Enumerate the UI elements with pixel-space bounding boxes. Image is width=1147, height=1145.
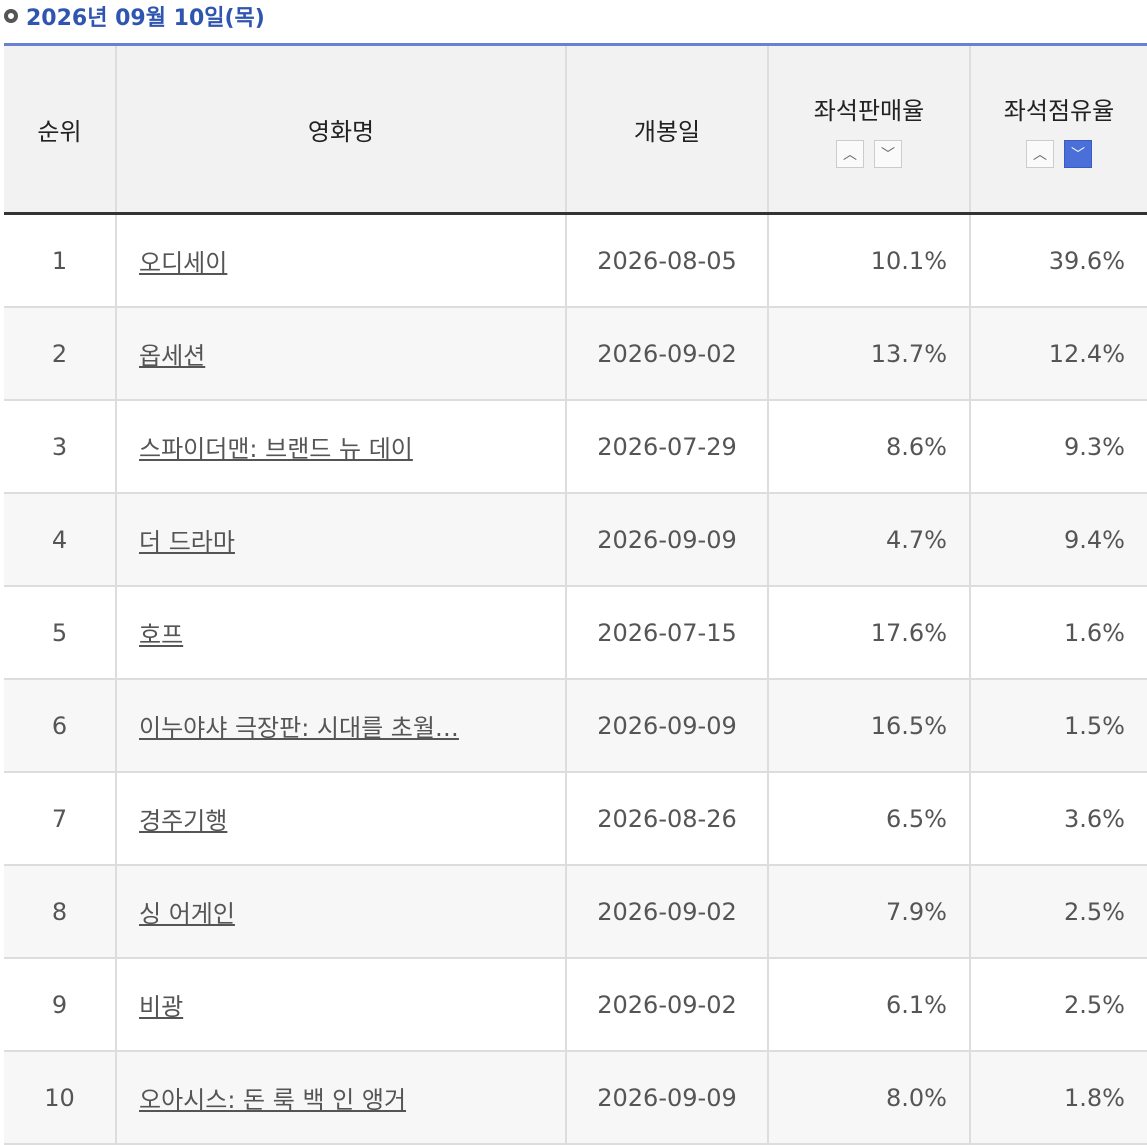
sort-buttons: ︿ ﹀: [972, 139, 1146, 168]
column-header: 좌석점유율 ︿ ﹀: [969, 44, 1147, 215]
table-cell: 10: [4, 1051, 116, 1145]
table-cell: 9.3%: [969, 400, 1147, 494]
column-header: 좌석판매율 ︿ ﹀: [767, 44, 970, 215]
table-cell: 1.8%: [969, 1051, 1147, 1145]
table-cell: 6: [4, 679, 116, 773]
column-header: 순위: [4, 44, 116, 215]
table-cell: 2026-08-26: [565, 772, 768, 866]
movie-link[interactable]: 경주기행: [139, 807, 228, 835]
table-cell: 8.0%: [767, 1051, 970, 1145]
table-cell: 12.4%: [969, 307, 1147, 401]
table-cell: 9: [4, 958, 116, 1052]
table-cell: 9.4%: [969, 493, 1147, 587]
table-cell: 6.1%: [767, 958, 970, 1052]
sort-buttons: ︿ ﹀: [770, 139, 968, 168]
table-cell: 비광: [115, 958, 566, 1052]
column-header: 영화명: [115, 44, 566, 215]
table-cell: 오디세이: [115, 213, 566, 308]
date-title: 2026년 09월 10일(목): [26, 6, 265, 31]
table-cell: 17.6%: [767, 586, 970, 680]
column-header: 개봉일: [565, 44, 768, 215]
sort-desc[interactable]: ﹀: [1064, 139, 1092, 168]
column-label: 좌석점유율: [1003, 96, 1115, 125]
table-cell: 옵세션: [115, 307, 566, 401]
table-cell: 2: [4, 307, 116, 401]
table-row: 1 오디세이 2026-08-05 10.1% 39.6%: [4, 213, 1147, 308]
table-cell: 4.7%: [767, 493, 970, 587]
sort-asc[interactable]: ︿: [836, 139, 864, 168]
section-title: 2026년 09월 10일(목): [4, 0, 265, 32]
table-cell: 10.1%: [767, 213, 970, 308]
table-cell: 2.5%: [969, 958, 1147, 1052]
table-cell: 경주기행: [115, 772, 566, 866]
table-row: 3 스파이더맨: 브랜드 뉴 데이 2026-07-29 8.6% 9.3%: [4, 400, 1147, 494]
table-cell: 호프: [115, 586, 566, 680]
bullet-icon: [4, 9, 18, 23]
table-cell: 이누야샤 극장판: 시대를 초월…: [115, 679, 566, 773]
table-cell: 3: [4, 400, 116, 494]
table-cell: 더 드라마: [115, 493, 566, 587]
table-cell: 8.6%: [767, 400, 970, 494]
table-cell: 싱 어게인: [115, 865, 566, 959]
column-label: 개봉일: [633, 117, 701, 146]
table-row: 2 옵세션 2026-09-02 13.7% 12.4%: [4, 307, 1147, 401]
table-row: 5 호프 2026-07-15 17.6% 1.6%: [4, 586, 1147, 680]
table-cell: 8: [4, 865, 116, 959]
sort-asc[interactable]: ︿: [1026, 139, 1054, 168]
sort-desc[interactable]: ﹀: [874, 139, 902, 168]
table-cell: 2.5%: [969, 865, 1147, 959]
box-office-table: 순위 영화명 개봉일 좌석판매율 ︿ ﹀ 좌석점유율 ︿ ﹀ 1 오디세이 2026-0…: [4, 43, 1147, 1145]
table-cell: 1.5%: [969, 679, 1147, 773]
movie-link[interactable]: 오아시스: 돈 룩 백 인 앵거: [139, 1086, 407, 1114]
table-cell: 2026-07-15: [565, 586, 768, 680]
movie-link[interactable]: 비광: [139, 993, 184, 1021]
table-cell: 1: [4, 213, 116, 308]
table-row: 8 싱 어게인 2026-09-02 7.9% 2.5%: [4, 865, 1147, 959]
column-label: 좌석판매율: [813, 96, 925, 125]
column-label: 순위: [37, 117, 82, 146]
movie-link[interactable]: 싱 어게인: [139, 900, 235, 928]
header-row: 순위 영화명 개봉일 좌석판매율 ︿ ﹀ 좌석점유율 ︿ ﹀: [4, 44, 1147, 215]
table-cell: 2026-09-09: [565, 679, 768, 773]
table-row: 9 비광 2026-09-02 6.1% 2.5%: [4, 958, 1147, 1052]
table-cell: 오아시스: 돈 룩 백 인 앵거: [115, 1051, 566, 1145]
table-cell: 7: [4, 772, 116, 866]
movie-link[interactable]: 오디세이: [139, 249, 228, 277]
movie-link[interactable]: 스파이더맨: 브랜드 뉴 데이: [139, 435, 413, 463]
table-cell: 2026-09-09: [565, 493, 768, 587]
table-body: 1 오디세이 2026-08-05 10.1% 39.6% 2 옵세션 2026-09-02 1…: [4, 213, 1147, 1145]
table-row: 6 이누야샤 극장판: 시대를 초월… 2026-09-09 16.5% 1.5%: [4, 679, 1147, 773]
table-cell: 2026-09-02: [565, 958, 768, 1052]
table-cell: 5: [4, 586, 116, 680]
table-cell: 2026-07-29: [565, 400, 768, 494]
movie-link[interactable]: 이누야샤 극장판: 시대를 초월…: [139, 714, 459, 742]
table-cell: 1.6%: [969, 586, 1147, 680]
table-cell: 6.5%: [767, 772, 970, 866]
table-cell: 3.6%: [969, 772, 1147, 866]
movie-link[interactable]: 호프: [139, 621, 184, 649]
table-cell: 2026-09-09: [565, 1051, 768, 1145]
table-cell: 스파이더맨: 브랜드 뉴 데이: [115, 400, 566, 494]
table-cell: 39.6%: [969, 213, 1147, 308]
table-row: 10 오아시스: 돈 룩 백 인 앵거 2026-09-09 8.0% 1.8%: [4, 1051, 1147, 1145]
table-cell: 16.5%: [767, 679, 970, 773]
movie-link[interactable]: 옵세션: [139, 342, 206, 370]
table-row: 4 더 드라마 2026-09-09 4.7% 9.4%: [4, 493, 1147, 587]
table-row: 7 경주기행 2026-08-26 6.5% 3.6%: [4, 772, 1147, 866]
column-label: 영화명: [307, 117, 375, 146]
movie-link[interactable]: 더 드라마: [139, 528, 235, 556]
table-cell: 7.9%: [767, 865, 970, 959]
table-cell: 2026-09-02: [565, 307, 768, 401]
table-head: 순위 영화명 개봉일 좌석판매율 ︿ ﹀ 좌석점유율 ︿ ﹀: [4, 44, 1147, 215]
table-cell: 2026-08-05: [565, 213, 768, 308]
table-cell: 2026-09-02: [565, 865, 768, 959]
table-cell: 13.7%: [767, 307, 970, 401]
table-cell: 4: [4, 493, 116, 587]
